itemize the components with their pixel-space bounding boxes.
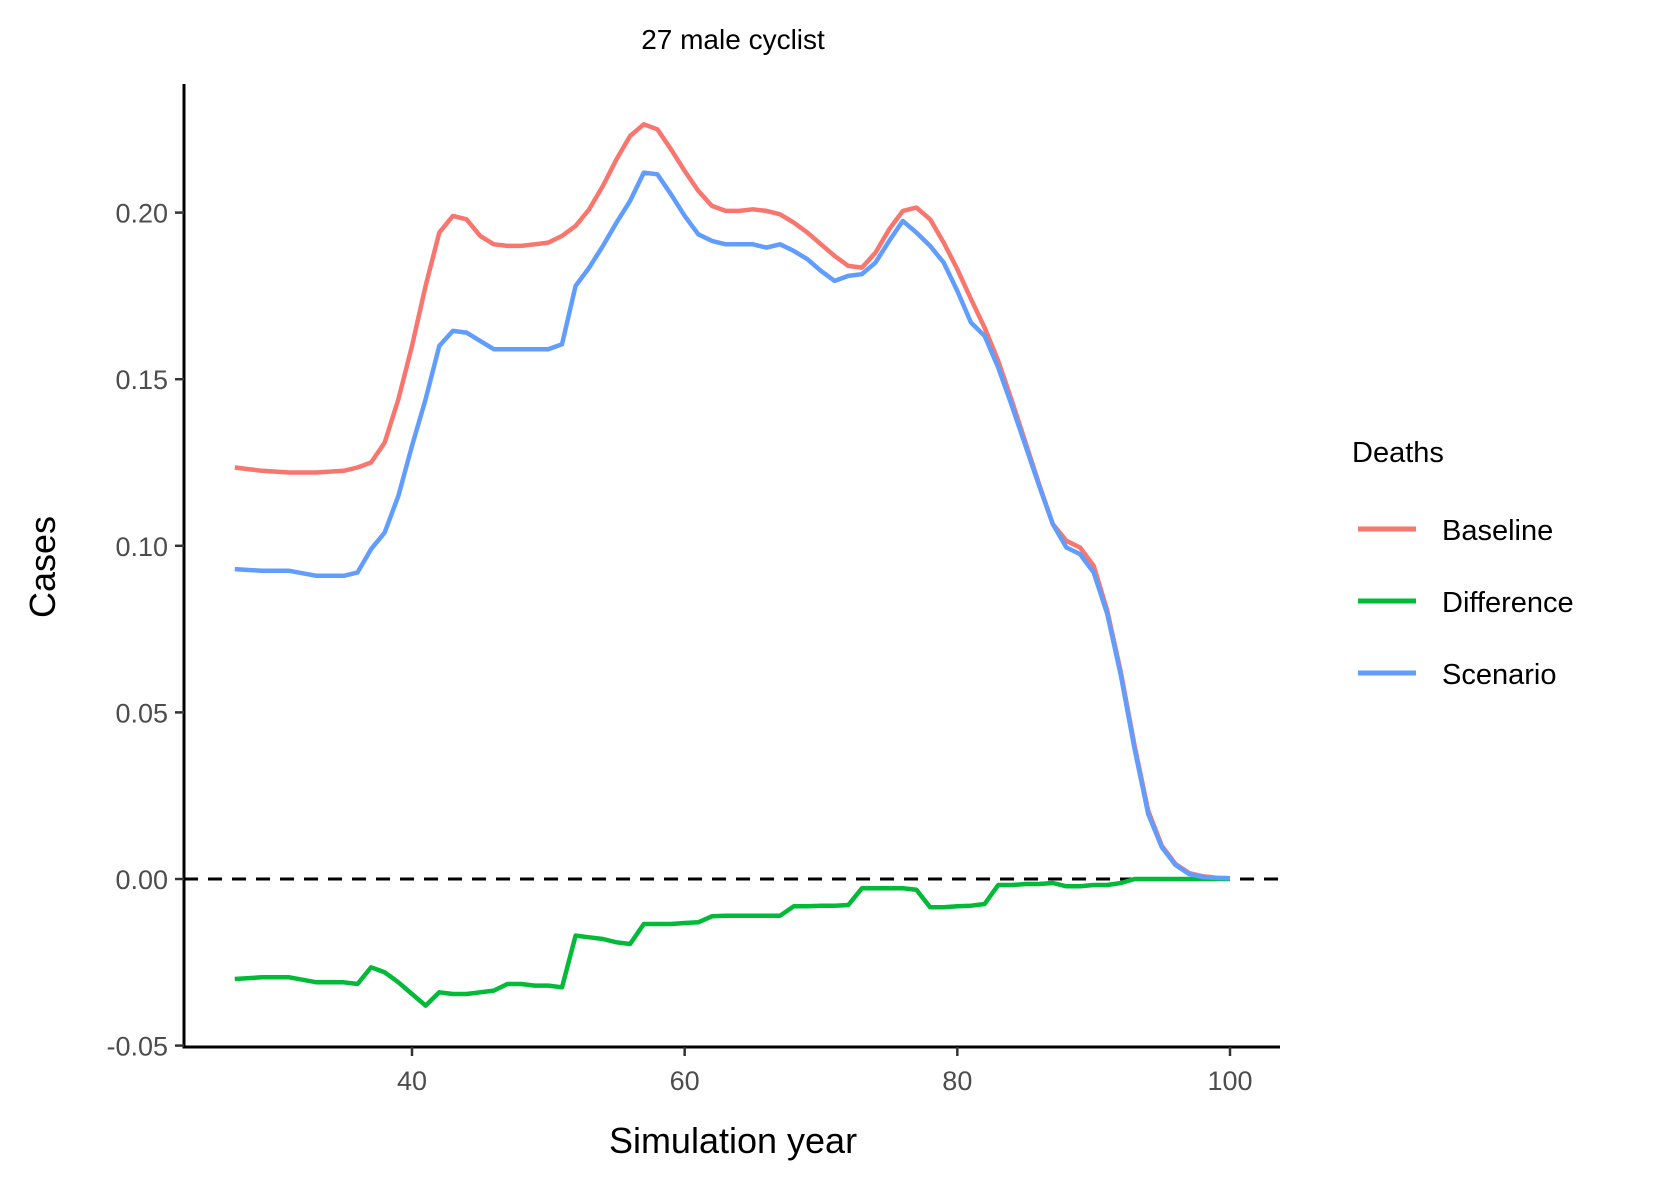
y-axis-title: Cases <box>22 516 63 618</box>
y-tick-label: 0.05 <box>115 698 168 728</box>
plot-area <box>184 122 1280 1008</box>
legend-item-baseline: Baseline <box>1358 515 1553 547</box>
legend: Deaths Baseline Difference Scenario <box>1352 437 1574 691</box>
legend-label: Difference <box>1442 587 1574 619</box>
chart-title: 27 male cyclist <box>641 24 825 55</box>
x-tick-label: 60 <box>670 1066 700 1096</box>
y-axis-ticks: -0.05 0.00 0.05 0.10 0.15 0.20 <box>106 199 184 1062</box>
x-axis-ticks: 40 60 80 100 <box>397 1047 1253 1096</box>
x-tick-label: 80 <box>942 1066 972 1096</box>
series-line-difference <box>234 876 1230 1008</box>
x-tick-label: 100 <box>1207 1066 1252 1096</box>
legend-label: Baseline <box>1442 515 1553 547</box>
series-line-scenario <box>234 170 1231 881</box>
y-tick-label: 0.20 <box>115 199 168 229</box>
legend-item-scenario: Scenario <box>1358 659 1556 691</box>
x-axis-title: Simulation year <box>609 1120 857 1161</box>
y-tick-label: 0.10 <box>115 532 168 562</box>
legend-items: Baseline Difference Scenario <box>1358 515 1574 691</box>
y-tick-label: 0.00 <box>115 865 168 895</box>
y-tick-label: -0.05 <box>106 1032 168 1062</box>
y-tick-label: 0.15 <box>115 365 168 395</box>
legend-label: Scenario <box>1442 659 1556 691</box>
series-line-baseline <box>234 122 1231 881</box>
legend-item-difference: Difference <box>1358 587 1574 619</box>
legend-title: Deaths <box>1352 437 1444 469</box>
x-tick-label: 40 <box>397 1066 427 1096</box>
